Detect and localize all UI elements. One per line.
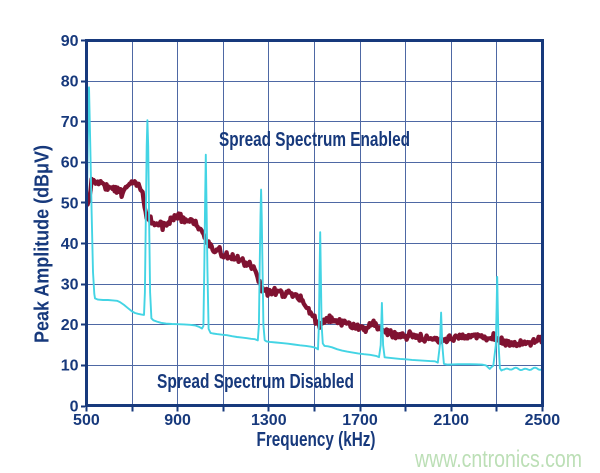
svg-text:Spread Spectrum Enabled: Spread Spectrum Enabled (219, 129, 410, 151)
svg-text:1300: 1300 (251, 412, 287, 429)
svg-text:0: 0 (70, 398, 79, 415)
svg-text:50: 50 (61, 195, 79, 212)
svg-text:40: 40 (61, 236, 79, 253)
svg-text:500: 500 (73, 412, 100, 429)
svg-text:20: 20 (61, 317, 79, 334)
svg-text:Frequency (kHz): Frequency (kHz) (257, 429, 376, 451)
svg-text:90: 90 (61, 33, 79, 50)
svg-text:30: 30 (61, 277, 79, 294)
svg-text:www.cntronics.com: www.cntronics.com (414, 446, 582, 473)
svg-text:Peak Amplitude (dBμV): Peak Amplitude (dBμV) (32, 145, 54, 343)
svg-text:2100: 2100 (433, 412, 469, 429)
svg-text:1700: 1700 (342, 412, 378, 429)
svg-text:10: 10 (61, 358, 79, 375)
svg-text:2500: 2500 (525, 412, 561, 429)
svg-text:80: 80 (61, 74, 79, 91)
svg-text:900: 900 (164, 412, 191, 429)
svg-text:70: 70 (61, 114, 79, 131)
svg-text:60: 60 (61, 155, 79, 172)
svg-text:Spread Spectrum Disabled: Spread Spectrum Disabled (157, 371, 354, 393)
